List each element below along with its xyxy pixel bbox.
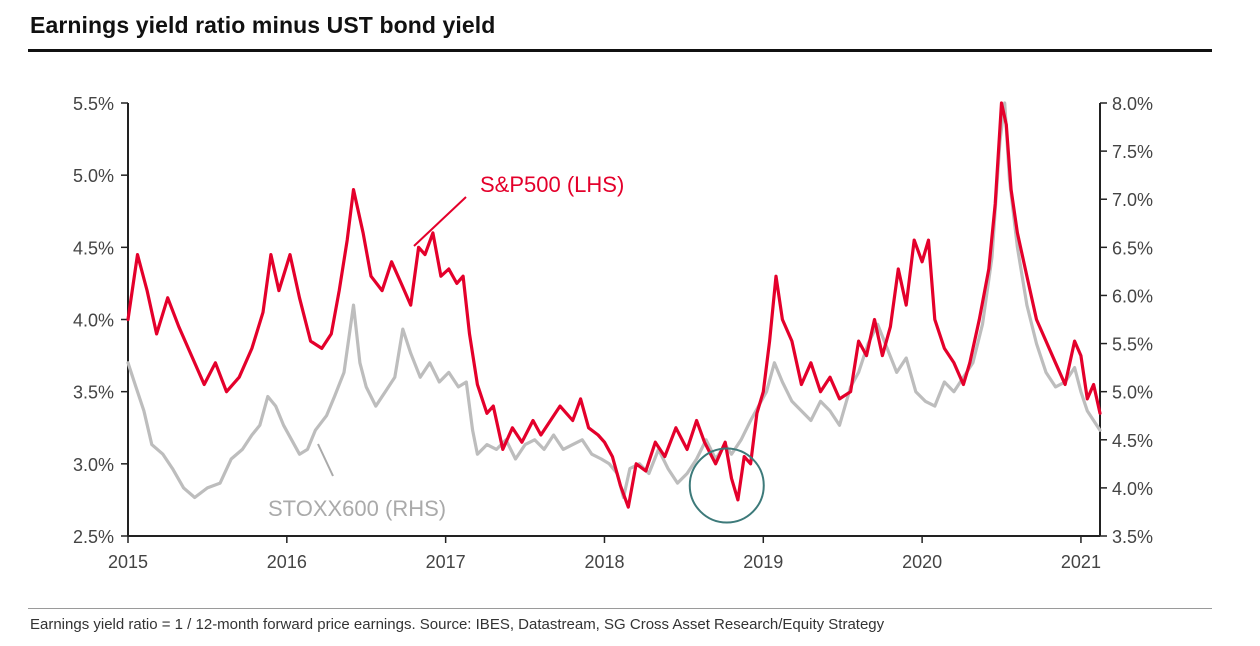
chart-title: Earnings yield ratio minus UST bond yiel…	[30, 12, 496, 38]
stoxx-legend-label: STOXX600 (RHS)	[268, 496, 446, 521]
x-tick-label: 2020	[902, 552, 942, 572]
sp500-legend-label: S&P500 (LHS)	[480, 172, 624, 197]
left-tick-label: 3.5%	[73, 383, 114, 403]
footer-rule	[28, 608, 1212, 609]
x-tick-label: 2019	[743, 552, 783, 572]
right-tick-label: 8.0%	[1112, 94, 1153, 114]
sp500-series-line	[126, 101, 1102, 509]
x-tick-label: 2016	[267, 552, 307, 572]
left-tick-label: 5.0%	[73, 166, 114, 186]
x-tick-label: 2017	[426, 552, 466, 572]
right-tick-label: 6.0%	[1112, 286, 1153, 306]
left-tick-label: 5.5%	[73, 94, 114, 114]
tick-label-layer: 2.5% 3.0% 3.5% 4.0% 4.5% 5.0% 5.5% 3.5% 4.0% 4.5%…	[73, 94, 1153, 572]
sp500-leader-line	[413, 196, 467, 247]
stoxx600-series-line	[126, 101, 1102, 500]
x-tick-label: 2021	[1061, 552, 1101, 572]
right-tick-label: 7.5%	[1112, 142, 1153, 162]
stoxx-leader-line	[317, 443, 334, 477]
right-tick-label: 4.0%	[1112, 479, 1153, 499]
chart-svg: 2.5% 3.0% 3.5% 4.0% 4.5% 5.0% 5.5% 3.5% 4.0% 4.5%…	[73, 94, 1153, 572]
left-tick-label: 4.0%	[73, 311, 114, 331]
x-tick-label: 2018	[584, 552, 624, 572]
x-tick-label: 2015	[108, 552, 148, 572]
annotation-layer: S&P500 (LHS) STOXX600 (RHS)	[268, 172, 765, 524]
right-tick-label: 3.5%	[1112, 527, 1153, 547]
right-tick-label: 5.0%	[1112, 383, 1153, 403]
right-tick-label: 6.5%	[1112, 238, 1153, 258]
axes-layer	[121, 102, 1107, 543]
right-tick-label: 7.0%	[1112, 190, 1153, 210]
series-layer	[126, 101, 1102, 509]
footnote: Earnings yield ratio = 1 / 12-month forw…	[30, 616, 885, 633]
right-tick-label: 5.5%	[1112, 335, 1153, 355]
right-tick-label: 4.5%	[1112, 431, 1153, 451]
highlight-circle	[688, 447, 765, 524]
left-tick-label: 3.0%	[73, 455, 114, 475]
left-tick-label: 4.5%	[73, 238, 114, 258]
title-rule	[28, 49, 1212, 52]
left-tick-label: 2.5%	[73, 527, 114, 547]
